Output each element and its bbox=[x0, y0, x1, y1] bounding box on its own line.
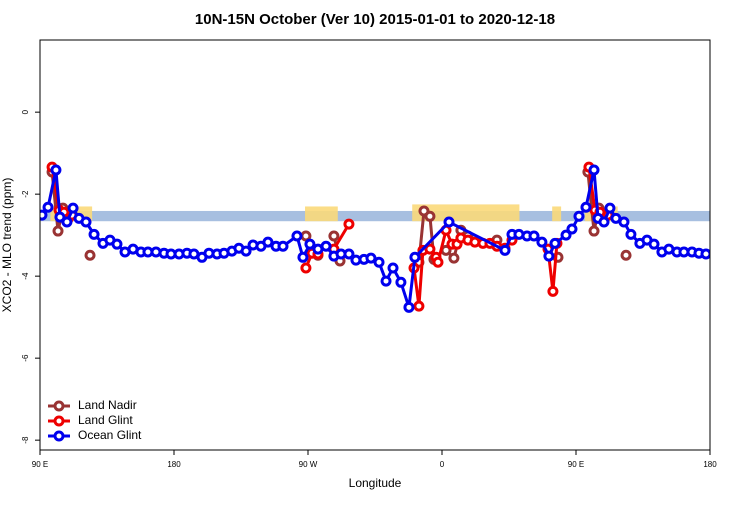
series-point bbox=[432, 256, 444, 268]
x-tick-label: 90 E bbox=[568, 460, 584, 469]
x-tick-label: 0 bbox=[440, 460, 445, 469]
series-point bbox=[528, 230, 540, 242]
series-point bbox=[403, 301, 415, 313]
series-point bbox=[547, 285, 559, 297]
legend-marker bbox=[53, 415, 65, 427]
y-tick-label: 0 bbox=[21, 109, 30, 114]
series-point bbox=[300, 262, 312, 274]
series-point bbox=[240, 245, 252, 257]
highlight bbox=[412, 204, 520, 222]
series-point bbox=[549, 237, 561, 249]
legend-label: Land Nadir bbox=[78, 398, 137, 412]
plot-frame bbox=[39, 39, 711, 451]
series-point bbox=[387, 262, 399, 274]
series-point bbox=[291, 230, 303, 242]
x-axis-label: Longitude bbox=[349, 476, 402, 490]
series-point bbox=[328, 230, 340, 242]
reference-band bbox=[40, 210, 710, 222]
series-point bbox=[373, 256, 385, 268]
y-tick-label: -8 bbox=[21, 436, 30, 444]
series-point bbox=[67, 202, 79, 214]
series-point bbox=[648, 238, 660, 250]
series-point bbox=[84, 249, 96, 261]
x-tick-label: 180 bbox=[703, 460, 717, 469]
y-tick-label: -4 bbox=[21, 272, 30, 280]
series-point bbox=[604, 202, 616, 214]
series-point bbox=[618, 216, 630, 228]
x-tick-label: 90 E bbox=[32, 460, 48, 469]
y-axis-label: XCO2 - MLO trend (ppm) bbox=[0, 178, 14, 313]
series-point bbox=[560, 229, 572, 241]
series-point bbox=[304, 238, 316, 250]
series-point bbox=[54, 211, 66, 223]
series-point bbox=[111, 238, 123, 250]
plot bbox=[40, 161, 710, 313]
series-point bbox=[566, 223, 578, 235]
series-point bbox=[543, 250, 555, 262]
series-point bbox=[443, 216, 455, 228]
series-point bbox=[700, 248, 710, 260]
y-tick-label: -2 bbox=[21, 190, 30, 198]
legend-marker bbox=[53, 400, 65, 412]
series-point bbox=[343, 218, 355, 230]
legend-label: Land Glint bbox=[78, 413, 133, 427]
highlight bbox=[552, 206, 562, 222]
x-tick-label: 90 W bbox=[299, 460, 318, 469]
series-point bbox=[413, 300, 425, 312]
series-point bbox=[409, 251, 421, 263]
series-point bbox=[448, 252, 460, 264]
series-point bbox=[300, 230, 312, 242]
series-point bbox=[588, 225, 600, 237]
series-point bbox=[380, 275, 392, 287]
series-point bbox=[277, 240, 289, 252]
series-point bbox=[80, 216, 92, 228]
x-tick-label: 180 bbox=[167, 460, 181, 469]
series-point bbox=[536, 236, 548, 248]
series-point bbox=[262, 236, 274, 248]
series-point bbox=[343, 248, 355, 260]
highlight bbox=[305, 206, 338, 222]
series-point bbox=[588, 164, 600, 176]
series-point bbox=[365, 252, 377, 264]
series-point bbox=[580, 201, 592, 213]
series-point bbox=[395, 276, 407, 288]
series-point bbox=[320, 240, 332, 252]
legend-marker bbox=[53, 430, 65, 442]
series-point bbox=[52, 225, 64, 237]
series-point bbox=[88, 228, 100, 240]
series-point bbox=[573, 210, 585, 222]
series-point bbox=[42, 201, 54, 213]
series-point bbox=[40, 209, 48, 221]
y-tick-label: -6 bbox=[21, 354, 30, 362]
series-point bbox=[625, 228, 637, 240]
series-point bbox=[424, 243, 436, 255]
series-point bbox=[598, 216, 610, 228]
chart-title: 10N-15N October (Ver 10) 2015-01-01 to 2… bbox=[195, 11, 555, 28]
series-point bbox=[297, 251, 309, 263]
series-point bbox=[50, 164, 62, 176]
series-point bbox=[620, 249, 632, 261]
series-point bbox=[499, 244, 511, 256]
legend-label: Ocean Glint bbox=[78, 428, 142, 442]
series-point bbox=[61, 216, 73, 228]
series-point bbox=[424, 210, 436, 222]
